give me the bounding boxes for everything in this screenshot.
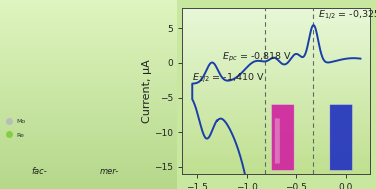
- FancyBboxPatch shape: [330, 105, 353, 170]
- Text: $E_{1/2}$ = -0,325 V: $E_{1/2}$ = -0,325 V: [318, 9, 376, 22]
- FancyBboxPatch shape: [275, 118, 280, 163]
- Y-axis label: Current, μA: Current, μA: [141, 59, 152, 123]
- Text: Mo: Mo: [16, 119, 25, 124]
- Text: fac-: fac-: [31, 167, 47, 176]
- FancyBboxPatch shape: [271, 105, 294, 170]
- Text: Re: Re: [16, 133, 24, 138]
- Text: $E_{pc}$ = -0,818 V: $E_{pc}$ = -0,818 V: [222, 51, 292, 64]
- Text: $E_{1/2}$ = -1,410 V: $E_{1/2}$ = -1,410 V: [192, 71, 265, 85]
- Text: mer-: mer-: [100, 167, 119, 176]
